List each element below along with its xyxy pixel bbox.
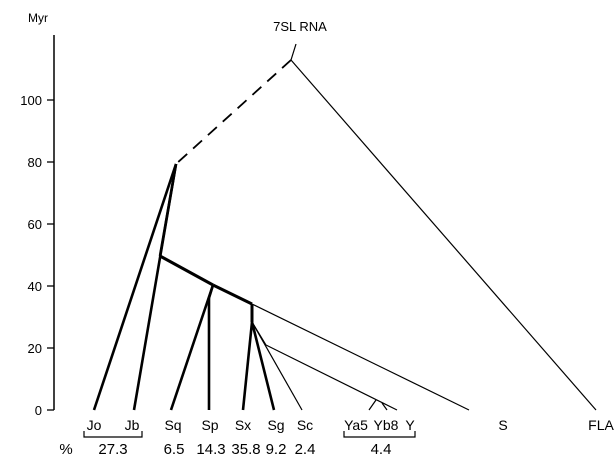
- percent-symbol: %: [59, 441, 72, 457]
- branch-to-Sx: [241, 321, 254, 411]
- root-label: 7SL RNA: [273, 19, 327, 34]
- branch-to-S-node: [158, 163, 178, 257]
- branch-to-Y-node: [251, 321, 267, 346]
- branches: [92, 163, 470, 411]
- leaf-Sq: Sq: [164, 417, 181, 433]
- y-tick-label-40: 40: [28, 279, 42, 294]
- leaf-FLA: FLA: [588, 417, 614, 433]
- y-axis-label: Myr: [28, 11, 48, 25]
- branch-to-Sq: [169, 284, 215, 411]
- branch-Sp-stem: [207, 284, 215, 299]
- percent-Sc: 2.4: [295, 441, 316, 457]
- percent-Y: 4.4: [371, 441, 392, 457]
- bracket-Y: [343, 431, 416, 438]
- percent-J: 27.3: [98, 441, 127, 457]
- branch-to-Jo: [92, 163, 178, 411]
- leaf-S: S: [498, 417, 507, 433]
- leaf-Sx: Sx: [235, 417, 251, 433]
- y-tick-label-100: 100: [20, 93, 42, 108]
- group-brackets: [83, 431, 416, 438]
- percent-Sx: 35.8: [231, 441, 260, 457]
- percent-Sg: 9.2: [266, 441, 287, 457]
- branch-S-node-to-Sp-node: [159, 254, 214, 287]
- percent-Sp: 14.3: [196, 441, 225, 457]
- y-tick-label-60: 60: [28, 217, 42, 232]
- leaf-labels: Jo Jb Sq Sp Sx Sg Sc Ya5 Yb8 Y S FLA: [87, 417, 615, 433]
- branch-Sp-node-to-Sx-node: [212, 283, 253, 306]
- leaf-Y: Y: [405, 417, 415, 433]
- branch-to-Ya5: [368, 399, 377, 411]
- root: 7SL RNA: [175, 19, 597, 411]
- bracket-J: [83, 431, 143, 438]
- leaf-Sc: Sc: [297, 417, 313, 433]
- branch-Sx-node-to-S: [251, 303, 470, 411]
- branch-Y-node-to-Y: [265, 344, 398, 411]
- branch-to-Sg: [250, 321, 276, 411]
- leaf-Jo: Jo: [87, 417, 102, 433]
- root-stub: [290, 43, 297, 61]
- leaf-Ya5: Ya5: [344, 417, 368, 433]
- leaf-Sg: Sg: [267, 417, 284, 433]
- y-axis: Myr 0 20 40 60 80 100: [20, 11, 55, 418]
- y-tick-label-0: 0: [35, 403, 42, 418]
- branch-to-Yb8: [381, 402, 388, 411]
- root-to-FLA: [290, 59, 597, 411]
- percent-row: % 27.3 6.5 14.3 35.8 9.2 2.4 4.4: [59, 441, 392, 458]
- root-to-ancestor-dashed: [175, 59, 292, 165]
- y-tick-label-80: 80: [28, 155, 42, 170]
- leaf-Sp: Sp: [201, 417, 218, 433]
- y-tick-label-20: 20: [28, 341, 42, 356]
- leaf-Yb8: Yb8: [374, 417, 399, 433]
- leaf-Jb: Jb: [125, 417, 140, 433]
- percent-Sq: 6.5: [164, 441, 185, 457]
